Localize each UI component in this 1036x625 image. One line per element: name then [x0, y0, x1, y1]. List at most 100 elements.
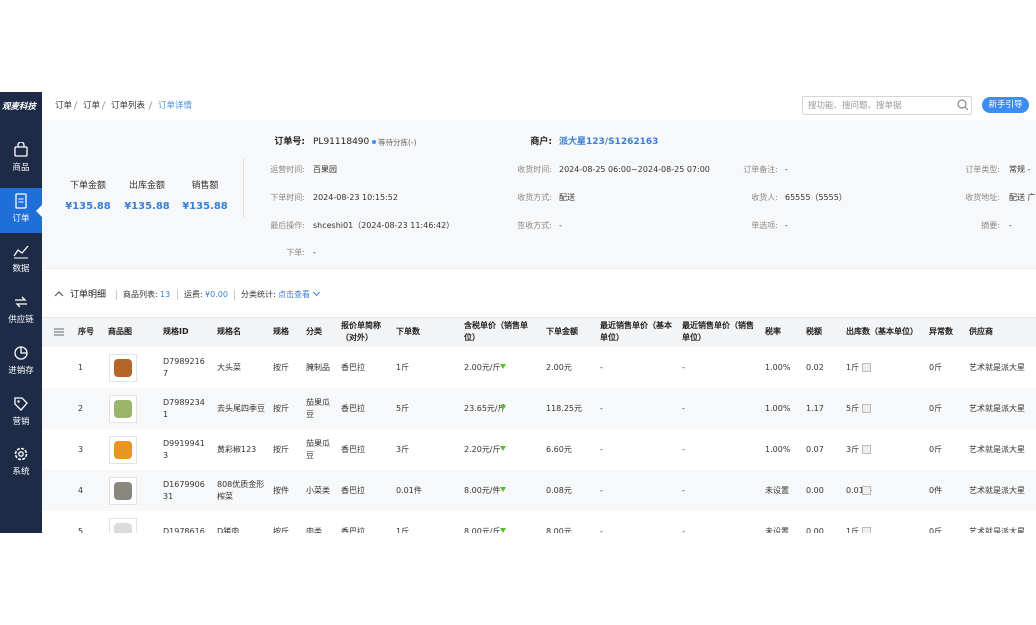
field-value: 2024-08-23 10:15:52 — [313, 193, 398, 202]
table-cell: 0.02 — [806, 362, 824, 372]
menu-item[interactable]: 商品 — [12, 163, 30, 173]
menu-item[interactable]: 进销存 — [8, 365, 34, 376]
column-header: 异常数 — [929, 327, 953, 336]
merchant[interactable]: 派大星123/S1262163 — [559, 137, 659, 147]
table-cell: 3 — [78, 444, 84, 454]
menu-item[interactable]: 系统 — [12, 467, 30, 478]
column-header: 规格名 — [217, 327, 241, 336]
detail-bar-divider — [42, 268, 1036, 269]
price-trend-arrow — [500, 487, 506, 492]
field-value: - — [1009, 221, 1012, 230]
summary-value: ¥135.88 — [65, 201, 111, 212]
menu-item[interactable]: 订单 — [12, 213, 30, 224]
table-cell: 按斤 — [273, 526, 289, 534]
field-value: 65555（5555） — [785, 193, 847, 202]
table-cell: - — [682, 485, 685, 495]
field-value: 常规 - — [1009, 165, 1031, 174]
column-header: 下单金额 — [546, 327, 578, 336]
detail-item-value: ¥0.00 — [205, 290, 228, 299]
field-value: 2024-08-25 06:00~2024-08-25 07:00 — [559, 165, 710, 174]
column-header: 最近销售单价（基本单位） — [600, 321, 672, 342]
detail-separator — [177, 290, 178, 300]
field-value: 配送 广 — [1009, 193, 1036, 202]
table-cell: - — [600, 444, 603, 454]
logo: 观麦科技 — [2, 102, 37, 112]
table-cell: 118.25元 — [546, 403, 582, 413]
price-trend-arrow — [500, 405, 506, 410]
detail-item-value[interactable]: 点击查看 — [278, 290, 310, 299]
price-trend-arrow — [500, 528, 506, 533]
table-cell: 8.00元 — [546, 526, 572, 534]
table-cell: - — [682, 403, 685, 413]
table-cell: 香巴拉 — [341, 362, 365, 372]
field-label: 收货方式: — [517, 193, 552, 202]
table-cell: - — [682, 444, 685, 454]
table-cell: 0.07 — [806, 444, 824, 454]
search-placeholder[interactable]: 搜功能、搜问题、搜单据 — [808, 101, 902, 111]
search-box[interactable] — [802, 96, 972, 115]
info-area — [42, 120, 1036, 268]
dropdown-arrow — [312, 288, 321, 297]
summary-label: 下单金额 — [69, 181, 106, 191]
menu-icon — [14, 447, 28, 461]
table-cell: 6.60元 — [546, 444, 572, 454]
table-cell: 艺术就是派大星 — [969, 362, 1025, 372]
breadcrumb-item[interactable]: 订单 — [55, 101, 73, 111]
column-header: 商品图 — [108, 327, 132, 336]
breadcrumb-item[interactable]: 订单列表 — [111, 101, 146, 111]
column-header: 分类 — [306, 327, 322, 336]
table-cell: 0斤 — [929, 526, 943, 534]
order-number-label: 订单号: — [274, 137, 305, 147]
menu-item[interactable]: 数据 — [12, 264, 30, 275]
table-cell: 去头尾四季豆 — [217, 403, 265, 413]
table-cell: 按斤 — [273, 403, 289, 413]
menu-icon — [14, 396, 28, 411]
menu-item[interactable]: 供应链 — [8, 315, 34, 326]
sidebar — [0, 92, 42, 533]
table-cell: 大头菜 — [217, 362, 241, 372]
menu-icon — [13, 245, 29, 259]
collapse-icon[interactable] — [54, 290, 64, 298]
field-value: - — [313, 248, 316, 257]
price-trend-arrow — [500, 364, 506, 369]
summary-label: 销售额 — [191, 181, 219, 191]
field-label: 运营时间: — [270, 165, 305, 174]
guide-button-label[interactable]: 新手引导 — [988, 100, 1023, 110]
table-cell: 1.17 — [806, 403, 824, 413]
product-image — [109, 477, 137, 505]
column-header: 下单数 — [396, 327, 420, 336]
table-cell: - — [600, 403, 603, 413]
table-cell: 0.01件 — [396, 485, 422, 495]
order-status: 等待分拣(-) — [378, 138, 417, 147]
stock-icon — [862, 486, 871, 495]
guide-button[interactable] — [982, 97, 1029, 113]
table-cell: 1.00% — [765, 444, 791, 454]
field-label: 下单: — [286, 248, 305, 257]
summary-value: ¥135.88 — [182, 201, 228, 212]
column-settings-icon[interactable] — [54, 327, 64, 337]
table-cell: 5 — [78, 526, 84, 534]
product-image — [109, 354, 137, 382]
breadcrumb-item[interactable]: 订单 — [83, 101, 101, 111]
field-value: - — [785, 221, 788, 230]
product-image — [109, 518, 137, 533]
table-cell: 2.20元/斤 — [464, 444, 501, 454]
column-header: 报价单简称（对外） — [341, 321, 381, 342]
table-cell: 茄果瓜豆 — [306, 397, 330, 419]
field-label: 订单备注: — [743, 165, 778, 174]
table-cell: 8.00元/件 — [464, 485, 501, 495]
stock-icon — [862, 363, 871, 372]
table-cell: 0斤 — [929, 444, 943, 454]
detail-item-label: 分类统计: — [241, 290, 276, 299]
column-header: 规格 — [273, 327, 289, 336]
column-header: 序号 — [78, 327, 94, 336]
table-cell: 0件 — [929, 485, 943, 495]
table-cell: - — [600, 526, 603, 534]
field-label: 最后操作: — [270, 221, 305, 230]
field-label: 签收方式: — [517, 221, 552, 230]
table-cell: 23.65元/斤 — [464, 403, 506, 413]
search-icon — [957, 99, 969, 111]
order-number: PL91118490 — [313, 137, 370, 147]
menu-item[interactable]: 营销 — [12, 416, 30, 427]
